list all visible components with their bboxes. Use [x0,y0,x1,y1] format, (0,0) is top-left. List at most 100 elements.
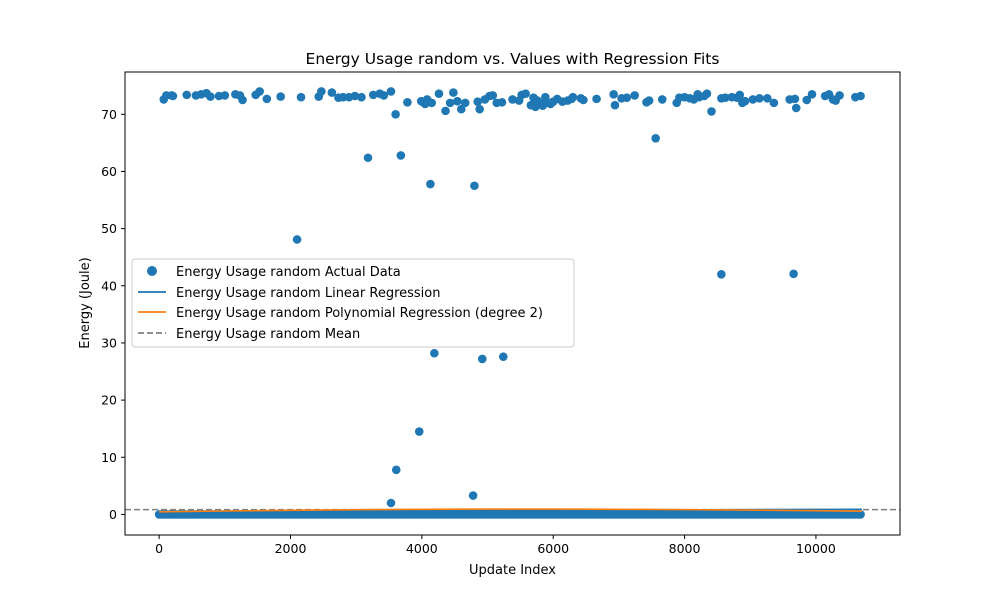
data-point [386,87,396,96]
poly-regression-line [159,508,862,513]
data-point [460,98,470,108]
data-point [427,98,437,108]
data-point-baseline [856,510,865,519]
data-point [434,89,444,99]
data-point [206,92,215,101]
x-tick-label: 0 [155,541,163,556]
data-point [403,97,412,107]
data-point [414,427,424,436]
data-point [357,92,366,102]
data-point [182,90,192,100]
data-point [327,88,337,97]
data-point [276,92,285,101]
data-point [468,491,478,500]
y-tick-label: 0 [109,507,117,522]
data-point [807,89,817,99]
data-point [707,107,716,116]
data-point [220,91,230,100]
data-point [657,95,667,104]
legend-label-mean: Energy Usage random Mean [176,327,360,342]
data-point [802,95,812,105]
y-tick-label: 20 [101,393,117,408]
y-tick-label: 40 [101,278,117,293]
x-axis: 0 2000 4000 6000 8000 10000 [155,535,836,556]
data-point [735,90,745,100]
data-point [386,498,396,508]
data-point [630,91,639,100]
data-point [292,235,302,244]
data-point [317,87,326,96]
data-point [238,95,247,105]
legend-label-linear: Energy Usage random Linear Regression [176,286,440,301]
y-axis-label: Energy (Joule) [78,257,93,348]
data-point [769,98,779,108]
y-tick-label: 10 [101,450,117,465]
data-point [488,91,498,100]
x-tick-label: 10000 [796,541,836,556]
legend: Energy Usage random Actual Data Energy U… [131,258,575,348]
x-tick-label: 2000 [275,541,307,556]
data-point [609,89,618,99]
data-point [350,91,360,101]
data-point [497,97,507,107]
legend-label-poly: Energy Usage random Polynomial Regressio… [176,306,543,321]
data-point [702,89,712,99]
x-tick-label: 4000 [406,541,438,556]
data-point [568,92,578,102]
data-point [592,94,601,104]
data-point [856,91,865,101]
data-point [445,98,455,108]
y-axis: 0 10 20 30 40 50 60 70 [101,107,125,522]
data-point [449,88,458,97]
data-point [453,96,462,106]
data-point [338,92,348,102]
data-point [470,181,479,191]
data-point [391,465,401,475]
data-point [789,269,798,279]
data-point [791,103,801,113]
data-point [610,100,620,110]
x-tick-label: 8000 [669,541,701,556]
legend-marker-scatter [147,266,157,276]
data-point [391,109,400,119]
data-point [426,179,435,189]
data-point [521,89,530,99]
data-point [835,91,844,100]
data-point [475,104,484,114]
plot-frame [124,71,901,536]
data-point [717,270,726,279]
data-point [379,91,389,100]
data-point [456,104,466,114]
data-point [363,153,373,163]
data-point [720,93,730,103]
legend-label-scatter: Energy Usage random Actual Data [176,265,401,280]
data-point [368,90,378,100]
data-point [441,106,450,116]
y-tick-label: 50 [101,221,117,236]
data-point [740,96,750,106]
data-point [579,95,588,105]
data-point [644,96,654,105]
y-tick-label: 30 [101,335,117,350]
plot-area [125,87,900,519]
data-point [296,92,306,102]
y-tick-label: 60 [101,164,117,179]
data-point [508,95,517,104]
y-tick-label: 70 [101,107,117,122]
data-point [168,91,178,101]
data-point [748,95,758,104]
data-point [790,94,800,104]
data-point [755,93,764,103]
data-point [622,93,632,103]
x-tick-label: 6000 [537,541,569,556]
chart-title: Energy Usage random vs. Values with Regr… [306,50,720,68]
legend-box [131,258,575,348]
x-axis-label: Update Index [469,563,556,578]
data-point [763,93,772,103]
data-point [396,151,406,160]
data-point [651,134,660,143]
data-point [499,352,508,361]
data-point [477,354,487,364]
data-point [255,87,264,96]
data-point [430,348,439,358]
